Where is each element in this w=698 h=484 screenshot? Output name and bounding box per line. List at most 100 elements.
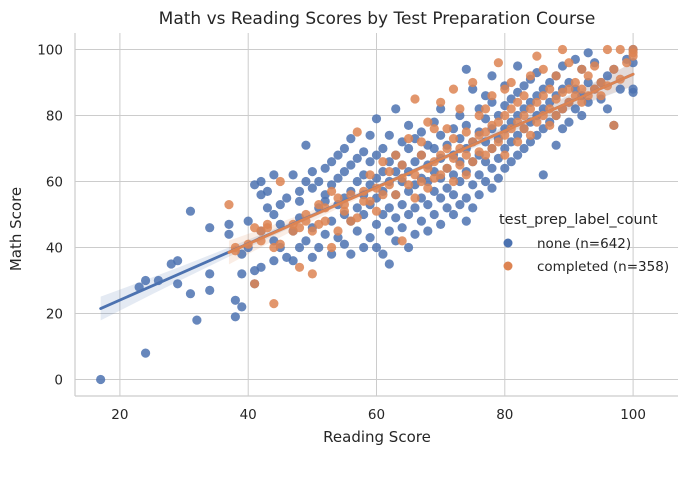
data-point: [185, 289, 196, 299]
data-point: [583, 71, 593, 81]
data-point: [403, 186, 414, 196]
data-point: [583, 48, 593, 58]
x-tick-label: 80: [496, 407, 513, 423]
data-point: [493, 137, 503, 147]
x-tick-label: 100: [620, 407, 646, 423]
data-point: [506, 117, 516, 127]
data-point: [596, 91, 606, 101]
data-point: [326, 242, 337, 253]
data-point: [96, 374, 106, 385]
data-point: [256, 176, 266, 187]
data-point: [423, 200, 433, 210]
data-point: [250, 279, 260, 289]
data-point: [384, 259, 394, 269]
data-point: [436, 193, 446, 203]
data-point: [320, 229, 330, 239]
data-point: [423, 117, 433, 127]
data-point: [513, 110, 523, 121]
data-point: [525, 104, 536, 114]
regression-lines: [99, 72, 635, 310]
data-point: [564, 77, 574, 88]
data-point: [513, 97, 523, 107]
data-point: [500, 143, 510, 154]
data-point: [294, 186, 305, 196]
x-tick-labels: 20 40 60 80 100: [111, 407, 646, 423]
data-point: [557, 44, 568, 55]
data-point: [442, 163, 452, 173]
y-tick-label: 0: [54, 373, 63, 389]
data-point: [269, 256, 279, 266]
data-point: [436, 219, 446, 229]
data-point: [448, 176, 459, 187]
data-point: [442, 183, 452, 193]
data-point: [538, 104, 548, 114]
data-point: [365, 130, 375, 140]
data-point: [583, 97, 593, 107]
data-point: [455, 160, 465, 170]
data-point: [423, 226, 433, 236]
data-point: [352, 203, 362, 213]
data-point: [378, 143, 388, 154]
data-point: [378, 190, 388, 200]
data-point: [294, 223, 305, 233]
data-point: [551, 110, 561, 121]
data-point: [333, 150, 343, 160]
data-point: [429, 143, 439, 154]
legend-label-none: none (n=642): [537, 236, 631, 252]
data-point: [269, 209, 279, 220]
data-point: [436, 104, 446, 114]
data-point: [551, 140, 561, 150]
data-point: [243, 216, 253, 226]
data-point: [602, 71, 613, 81]
data-point: [314, 176, 324, 187]
data-point: [455, 176, 465, 187]
data-point: [403, 242, 414, 253]
legend-marker-completed: [503, 261, 513, 271]
data-point: [301, 176, 311, 187]
legend-title: test_prep_label_count: [499, 212, 658, 228]
data-point: [468, 77, 478, 88]
data-point: [455, 104, 465, 114]
data-point: [525, 130, 536, 140]
data-point: [282, 193, 292, 203]
data-point: [352, 127, 362, 137]
data-point: [205, 269, 215, 279]
data-point: [416, 216, 427, 226]
data-point: [294, 242, 305, 253]
y-tick-label: 80: [46, 109, 63, 125]
data-point: [307, 252, 317, 262]
data-point: [493, 117, 503, 127]
data-point: [455, 200, 465, 210]
data-point: [468, 157, 478, 167]
data-point: [371, 150, 382, 160]
data-point: [474, 104, 484, 114]
data-point: [590, 61, 600, 71]
data-point: [365, 157, 375, 167]
data-point: [326, 186, 337, 196]
data-point: [346, 160, 356, 170]
data-point: [256, 262, 266, 272]
data-point: [519, 104, 529, 114]
data-point: [224, 200, 234, 210]
data-point: [538, 64, 548, 74]
data-point: [346, 134, 356, 144]
data-point: [410, 157, 420, 167]
legend-marker-none: [503, 238, 513, 248]
data-point: [442, 143, 452, 154]
data-point: [532, 91, 542, 101]
data-point: [391, 104, 401, 114]
data-point: [461, 193, 471, 203]
data-point: [403, 209, 414, 220]
data-point: [570, 77, 580, 88]
data-point: [480, 176, 491, 187]
data-point: [609, 120, 619, 130]
data-point: [391, 213, 401, 223]
data-point: [230, 312, 240, 322]
data-point: [557, 124, 568, 134]
data-point: [391, 167, 401, 177]
data-point: [448, 134, 459, 144]
data-point: [269, 170, 279, 180]
data-point: [269, 299, 279, 309]
y-tick-labels: 0 20 40 60 80 100: [37, 43, 63, 389]
data-point: [275, 176, 285, 187]
